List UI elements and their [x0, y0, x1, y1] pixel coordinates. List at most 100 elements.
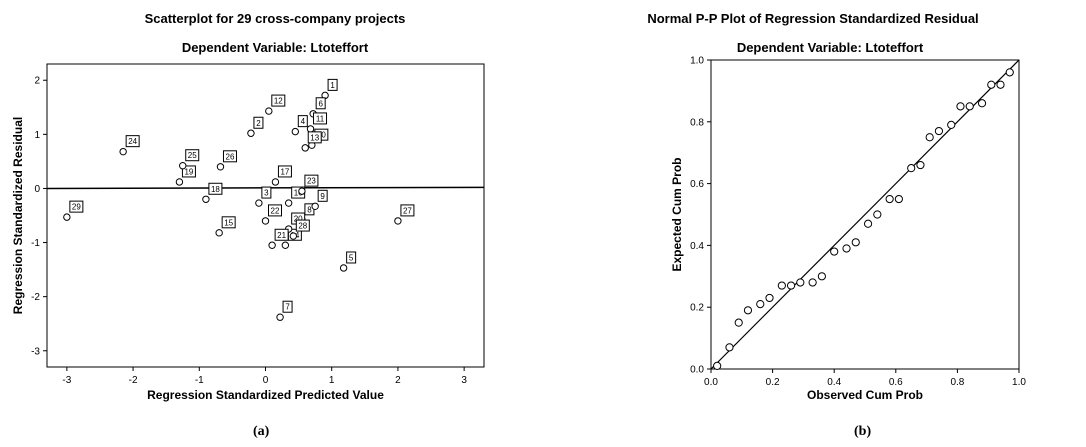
data-point	[842, 244, 851, 253]
data-point	[934, 126, 944, 136]
y-tick-label: 0.6	[690, 179, 704, 190]
point-label-box	[271, 94, 286, 107]
data-point	[289, 232, 298, 240]
y-tick-label: -2	[31, 292, 40, 303]
data-point	[63, 213, 71, 221]
point-label: 25	[188, 151, 197, 160]
point-label-box	[304, 174, 319, 187]
data-point	[255, 199, 263, 207]
x-tick-label: 0.2	[766, 377, 780, 388]
point-label: 13	[310, 133, 319, 142]
point-label: 29	[72, 203, 81, 212]
point-label-box	[313, 112, 328, 125]
data-point	[247, 129, 255, 137]
data-point	[907, 164, 916, 173]
data-point	[175, 178, 184, 186]
point-label-box	[208, 182, 223, 195]
data-point	[261, 217, 270, 225]
point-label: 26	[226, 152, 235, 161]
x-tick-label: 3	[461, 375, 467, 386]
pp-plot-panel: Normal P-P Plot of Regression Standardiz…	[540, 0, 1086, 447]
data-point	[925, 133, 934, 142]
data-point	[311, 202, 319, 211]
point-label-box	[125, 135, 140, 148]
point-label: 9	[320, 192, 325, 201]
data-point	[885, 194, 894, 204]
y-tick-label: 0.4	[690, 241, 704, 252]
data-point	[817, 272, 826, 281]
data-point	[830, 247, 839, 256]
point-label: 3	[264, 189, 269, 198]
point-label: 17	[280, 167, 289, 176]
data-point	[179, 162, 187, 170]
point-label: 20	[294, 215, 303, 224]
y-tick-label: -1	[31, 238, 40, 249]
point-label: 24	[128, 137, 137, 146]
x-tick-label: -2	[129, 375, 138, 386]
x-tick-label: 0.4	[827, 377, 841, 388]
x-axis-label: Regression Standardized Predicted Value	[147, 388, 384, 402]
data-point	[339, 264, 348, 272]
chart-subtitle: Dependent Variable: Ltoteffort	[736, 40, 924, 55]
point-label: 4	[301, 117, 306, 126]
data-point	[271, 178, 280, 186]
point-label-box	[221, 216, 236, 229]
point-label-box	[317, 189, 328, 202]
data-point	[756, 300, 765, 309]
x-tick-label: 2	[395, 375, 401, 386]
point-label-box	[277, 165, 292, 178]
data-point	[713, 361, 722, 371]
point-label-box	[69, 200, 84, 213]
x-tick-label: -1	[195, 375, 204, 386]
point-label: 21	[277, 231, 286, 240]
y-tick-label: 0	[34, 184, 40, 195]
point-label: 8	[307, 205, 312, 214]
data-point	[894, 194, 903, 204]
data-point	[786, 281, 796, 290]
data-point	[765, 293, 774, 303]
point-label: 11	[316, 114, 325, 123]
point-label-box	[297, 115, 308, 128]
data-point	[916, 160, 925, 170]
data-point	[298, 187, 306, 195]
pp-plot-svg: 0.0 0.2 0.4 0.6 0.8 1.0 0.0 0.2 0.4 0.6 0.8 1.0 Obse…	[670, 56, 1026, 403]
data-point	[268, 241, 276, 249]
point-label: 7	[285, 303, 290, 312]
point-label: 27	[403, 206, 412, 215]
point-label-box	[274, 228, 289, 241]
data-point	[216, 163, 225, 171]
x-tick-label: 1.0	[1012, 377, 1026, 388]
data-point	[873, 210, 882, 219]
data-point	[284, 199, 293, 207]
point-label-box	[185, 149, 200, 162]
point-label: 23	[307, 177, 316, 186]
data-point	[851, 238, 860, 247]
point-label-box	[307, 131, 322, 144]
point-label-box	[327, 78, 338, 91]
chart-subtitle: Dependent Variable: Ltoteffort	[181, 40, 369, 55]
figure-caption: (a)	[253, 424, 270, 439]
y-tick-label: 0.2	[690, 303, 704, 314]
point-label: 2	[256, 119, 261, 128]
data-point	[265, 107, 273, 115]
point-label-box	[295, 219, 310, 232]
data-point	[725, 343, 734, 352]
y-tick-label: 1	[34, 130, 40, 141]
data-point	[808, 278, 817, 287]
data-point	[215, 229, 223, 237]
point-label: 5	[349, 253, 354, 262]
point-label: 6	[318, 99, 323, 108]
point-label-box	[268, 204, 282, 217]
data-point	[394, 217, 402, 225]
point-label: 22	[271, 206, 280, 215]
y-tick-label: 1.0	[690, 56, 704, 67]
reference-line	[710, 59, 1020, 370]
x-tick-label: 1	[329, 375, 335, 386]
x-tick-label: -3	[62, 375, 71, 386]
data-point	[281, 241, 290, 249]
point-label-box	[315, 97, 326, 110]
data-point	[956, 102, 965, 111]
point-label-box	[222, 150, 237, 163]
data-point	[743, 306, 753, 315]
chart-title: Scatterplot for 29 cross-company project…	[144, 11, 406, 26]
